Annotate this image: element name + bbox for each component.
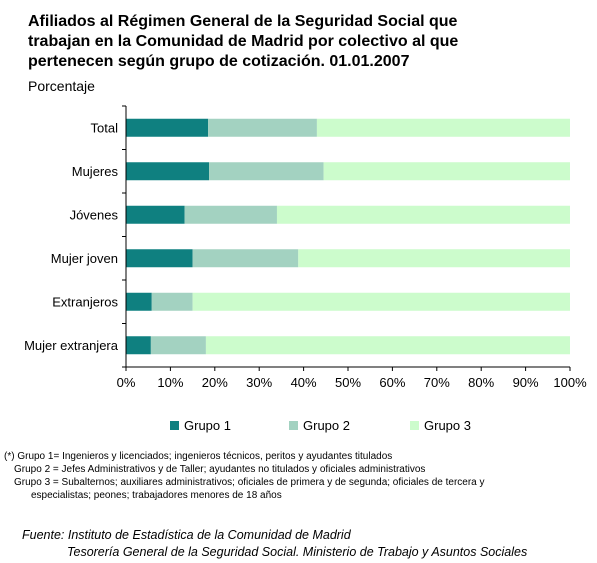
footnote-line: (*) Grupo 1= Ingenieros y licenciados; i… bbox=[4, 451, 393, 462]
bar-segment bbox=[208, 118, 317, 137]
category-label: Total bbox=[91, 120, 119, 135]
source-note: Fuente: Instituto de Estadística de la C… bbox=[22, 527, 527, 561]
title-line: Afiliados al Régimen General de la Segur… bbox=[28, 13, 458, 30]
x-tick-label: 100% bbox=[553, 375, 587, 390]
bar-segment bbox=[126, 205, 185, 224]
bar-segment bbox=[184, 205, 277, 224]
bar-segment bbox=[205, 336, 571, 355]
chart-title: Afiliados al Régimen General de la Segur… bbox=[28, 12, 588, 72]
category-label: Jóvenes bbox=[70, 207, 119, 222]
legend-swatch bbox=[410, 421, 419, 430]
source-line: Tesorería General de la Seguridad Social… bbox=[67, 545, 528, 559]
legend-swatch bbox=[289, 421, 298, 430]
x-tick-label: 80% bbox=[468, 375, 494, 390]
footnote-line: Grupo 2 = Jefes Administrativos y de Tal… bbox=[14, 464, 426, 475]
bar-segment bbox=[126, 336, 151, 355]
x-tick-label: 0% bbox=[117, 375, 136, 390]
bar-segment bbox=[192, 292, 570, 311]
legend-label: Grupo 3 bbox=[424, 418, 471, 433]
bar-segment bbox=[316, 118, 570, 137]
bar-chart: Total Mujeres Jóvenes Mujer joven Extranjero… bbox=[24, 105, 587, 433]
bar-segment bbox=[276, 205, 570, 224]
x-tick-label: 70% bbox=[424, 375, 450, 390]
x-tick-label: 40% bbox=[291, 375, 317, 390]
bar-segment bbox=[323, 162, 570, 181]
x-tick-label: 50% bbox=[335, 375, 361, 390]
x-tick-label: 30% bbox=[246, 375, 272, 390]
title-line: pertenecen según grupo de cotización. 01… bbox=[28, 53, 410, 70]
bar-segment bbox=[126, 118, 209, 137]
bar-segment bbox=[151, 292, 193, 311]
legend-label: Grupo 1 bbox=[184, 418, 231, 433]
chart-subtitle: Porcentaje bbox=[28, 78, 95, 94]
bar-segment bbox=[150, 336, 206, 355]
bar-segment bbox=[126, 249, 193, 268]
source-line: Fuente: Instituto de Estadística de la C… bbox=[22, 528, 351, 542]
title-line: trabajan en la Comunidad de Madrid por c… bbox=[28, 33, 459, 50]
x-tick-label: 10% bbox=[157, 375, 183, 390]
bar-segment bbox=[298, 249, 570, 268]
category-label: Mujeres bbox=[72, 164, 119, 179]
legend-swatch bbox=[170, 421, 179, 430]
category-label: Extranjeros bbox=[52, 294, 118, 309]
category-label: Mujer extranjera bbox=[24, 338, 119, 353]
legend-label: Grupo 2 bbox=[303, 418, 350, 433]
category-label: Mujer joven bbox=[51, 251, 118, 266]
footnote-line: especialistas; peones; trabajadores meno… bbox=[31, 490, 282, 501]
x-tick-label: 60% bbox=[379, 375, 405, 390]
x-tick-label: 20% bbox=[202, 375, 228, 390]
footnote-line: Grupo 3 = Subalternos; auxiliares admini… bbox=[14, 477, 485, 488]
legend: Grupo 1 Grupo 2 Grupo 3 bbox=[170, 418, 471, 433]
bar-segment bbox=[126, 292, 152, 311]
x-tick-label: 90% bbox=[513, 375, 539, 390]
plot-area: Total Mujeres Jóvenes Mujer joven Extranjero… bbox=[24, 105, 587, 390]
footnotes: (*) Grupo 1= Ingenieros y licenciados; i… bbox=[4, 450, 485, 502]
bar-segment bbox=[126, 162, 210, 181]
bar-segment bbox=[192, 249, 299, 268]
bar-segment bbox=[209, 162, 324, 181]
